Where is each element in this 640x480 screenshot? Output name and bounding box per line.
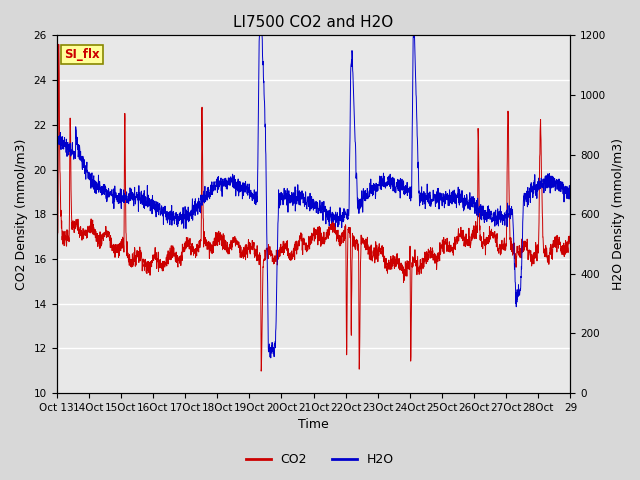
H2O (560, 185, 568, 191)
CO2 (560, 248, 568, 253)
CO2 (104, 234, 112, 240)
CO2 (468, 230, 476, 236)
Y-axis label: H2O Density (mmol/m3): H2O Density (mmol/m3) (612, 138, 625, 290)
CO2 (52, 226, 60, 231)
Line: H2O: H2O (56, 36, 570, 358)
H2O (267, 355, 275, 361)
CO2 (215, 234, 223, 240)
H2O (344, 207, 352, 213)
H2O (468, 202, 476, 207)
H2O (215, 184, 223, 190)
Line: CO2: CO2 (56, 44, 570, 371)
CO2 (497, 245, 505, 251)
Title: LI7500 CO2 and H2O: LI7500 CO2 and H2O (234, 15, 394, 30)
H2O (104, 194, 112, 200)
H2O (566, 189, 574, 195)
Legend: CO2, H2O: CO2, H2O (241, 448, 399, 471)
H2O (52, 142, 60, 147)
Y-axis label: CO2 Density (mmol/m3): CO2 Density (mmol/m3) (15, 139, 28, 290)
Text: SI_flx: SI_flx (64, 48, 100, 61)
H2O (256, 33, 264, 38)
CO2 (344, 225, 352, 230)
H2O (497, 209, 505, 215)
CO2 (55, 41, 63, 47)
X-axis label: Time: Time (298, 419, 329, 432)
CO2 (257, 368, 265, 374)
CO2 (566, 228, 574, 234)
